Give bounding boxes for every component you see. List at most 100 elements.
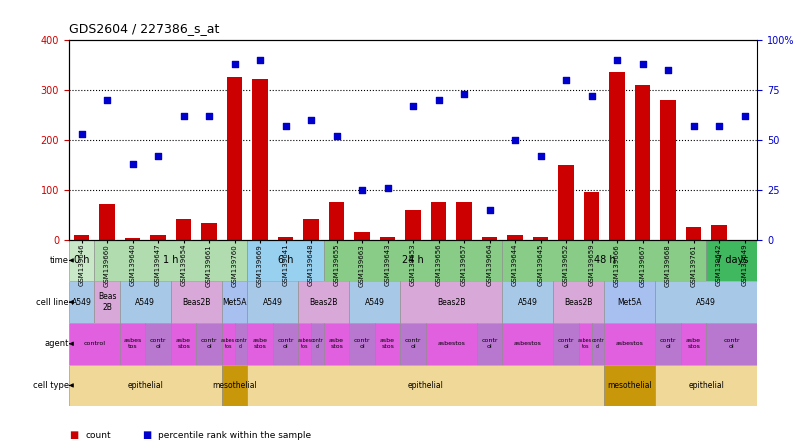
Text: asbestos: asbestos — [437, 341, 465, 346]
Bar — [706, 323, 757, 365]
Text: epithelial: epithelial — [127, 381, 164, 390]
Point — [432, 96, 445, 103]
Point — [330, 132, 343, 139]
Bar — [196, 323, 222, 365]
Point — [228, 60, 241, 67]
Bar — [711, 225, 727, 240]
Text: cell type: cell type — [32, 381, 69, 390]
Bar — [604, 323, 655, 365]
Text: agent: agent — [45, 339, 69, 348]
Bar — [222, 281, 247, 323]
Bar — [431, 202, 446, 240]
Bar — [660, 100, 676, 240]
Point — [254, 56, 266, 63]
Text: asbes
tos: asbes tos — [297, 338, 312, 349]
Bar — [94, 240, 247, 281]
Text: asbe
stos: asbe stos — [253, 338, 267, 349]
Bar — [247, 323, 273, 365]
Bar — [533, 237, 548, 240]
Bar — [507, 234, 522, 240]
Text: Met5A: Met5A — [617, 297, 642, 307]
Bar — [686, 227, 701, 240]
Text: time: time — [50, 256, 69, 265]
Point — [75, 130, 88, 137]
Bar — [247, 281, 298, 323]
Text: A549: A549 — [71, 297, 92, 307]
Bar — [69, 365, 222, 406]
Text: contr
ol: contr ol — [558, 338, 574, 349]
Bar — [151, 234, 166, 240]
Bar — [74, 234, 89, 240]
Bar — [298, 323, 311, 365]
Text: ■: ■ — [69, 430, 78, 440]
Text: contr
ol: contr ol — [354, 338, 370, 349]
Point — [151, 152, 164, 159]
Text: Beas2B: Beas2B — [437, 297, 466, 307]
Point — [509, 136, 522, 143]
Text: GDS2604 / 227386_s_at: GDS2604 / 227386_s_at — [69, 23, 220, 36]
Text: contr
ol: contr ol — [660, 338, 676, 349]
Point — [483, 206, 496, 213]
Point — [382, 184, 394, 191]
Bar — [278, 237, 293, 240]
Bar — [171, 281, 222, 323]
Bar — [69, 281, 94, 323]
Text: asbes
tos: asbes tos — [578, 338, 592, 349]
Bar — [94, 281, 120, 323]
Bar — [655, 281, 757, 323]
Bar — [253, 79, 268, 240]
Bar — [349, 281, 400, 323]
Bar — [502, 281, 553, 323]
Text: contr
ol: contr ol — [723, 338, 740, 349]
Bar — [100, 204, 115, 240]
Text: asbe
stos: asbe stos — [176, 338, 191, 349]
Point — [279, 122, 292, 129]
Point — [585, 92, 598, 99]
Bar — [706, 240, 757, 281]
Bar — [655, 323, 681, 365]
Text: 7 days: 7 days — [716, 255, 748, 266]
Point — [100, 96, 113, 103]
Bar — [482, 237, 497, 240]
Text: cell line: cell line — [36, 297, 69, 307]
Text: Beas
2B: Beas 2B — [98, 293, 117, 312]
Text: percentile rank within the sample: percentile rank within the sample — [158, 431, 311, 440]
Bar — [311, 323, 324, 365]
Point — [177, 112, 190, 119]
Text: mesothelial: mesothelial — [608, 381, 652, 390]
Bar — [380, 237, 395, 240]
Text: A549: A549 — [135, 297, 156, 307]
Bar — [477, 323, 502, 365]
Text: contr
ol: contr ol — [481, 338, 498, 349]
Text: A549: A549 — [518, 297, 538, 307]
Bar — [273, 323, 298, 365]
Bar — [324, 240, 502, 281]
Text: Beas2B: Beas2B — [565, 297, 593, 307]
Bar — [69, 323, 120, 365]
Text: Met5A: Met5A — [223, 297, 247, 307]
Point — [560, 76, 573, 83]
Point — [636, 60, 649, 67]
Point — [305, 116, 318, 123]
Text: 1 h: 1 h — [163, 255, 178, 266]
Bar — [553, 281, 604, 323]
Point — [458, 90, 471, 97]
Text: asbestos: asbestos — [514, 341, 542, 346]
Bar — [400, 323, 426, 365]
Bar — [604, 365, 655, 406]
Bar — [324, 323, 349, 365]
Bar — [298, 281, 349, 323]
Bar — [247, 365, 604, 406]
Bar — [176, 218, 191, 240]
Bar — [406, 210, 420, 240]
Point — [662, 66, 675, 73]
Bar — [426, 323, 477, 365]
Text: A549: A549 — [263, 297, 283, 307]
Text: 0 h: 0 h — [74, 255, 89, 266]
Text: contr
ol: contr ol — [201, 338, 217, 349]
Text: count: count — [85, 431, 111, 440]
Text: contr
ol: contr ol — [235, 338, 247, 349]
Text: contr
ol: contr ol — [591, 338, 604, 349]
Bar — [120, 281, 171, 323]
Point — [202, 112, 215, 119]
